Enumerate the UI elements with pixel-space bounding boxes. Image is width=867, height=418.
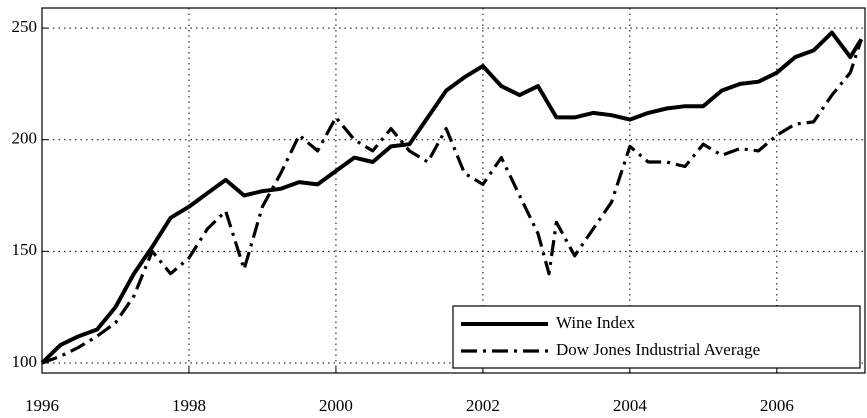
- plot-frame: [41, 7, 866, 374]
- x-tick-label: 1996: [25, 396, 59, 415]
- x-tick-label: 2002: [466, 396, 500, 415]
- line-series: [40, 30, 864, 365]
- legend-box: [452, 305, 861, 369]
- legend-label: Wine Index: [556, 313, 636, 332]
- x-tick-label: 1998: [172, 396, 206, 415]
- x-tick-label: 2006: [760, 396, 794, 415]
- line-series: [41, 38, 863, 365]
- y-tick-label: 250: [12, 17, 38, 36]
- legend-label: Dow Jones Industrial Average: [556, 340, 760, 359]
- y-tick-label: 200: [12, 129, 38, 148]
- y-tick-label: 150: [12, 240, 38, 259]
- x-tick-label: 2000: [319, 396, 353, 415]
- y-tick-label: 100: [12, 352, 38, 371]
- x-tick-label: 2004: [613, 396, 648, 415]
